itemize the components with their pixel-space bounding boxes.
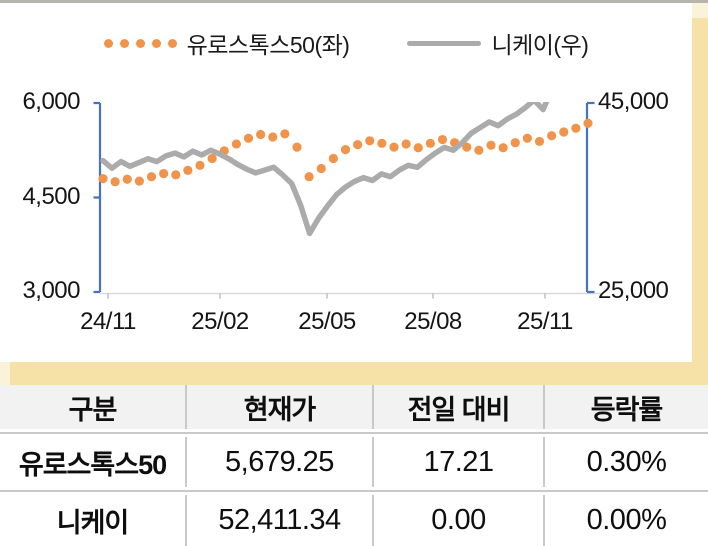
eurostoxx-series-dot	[280, 129, 290, 139]
eurostoxx-series-dot	[98, 174, 108, 184]
row-divider	[0, 432, 708, 434]
cream-corner	[0, 362, 10, 385]
nikkei-name: 니케이	[56, 508, 130, 538]
eurostoxx-series-dot	[534, 136, 545, 147]
chart-svg	[93, 101, 601, 299]
eurostoxx-series-dot	[110, 177, 120, 187]
nikkei-price: 52,411.34	[185, 495, 372, 546]
eurostoxx-series-dot	[522, 133, 532, 143]
eurostoxx-series-dot	[474, 145, 484, 155]
eurostoxx-series-dot	[377, 138, 387, 148]
row-divider	[0, 490, 708, 492]
eurostoxx-series-dot	[268, 132, 278, 142]
eurostoxx-series-dot	[231, 139, 241, 149]
eurostoxx-series-dot	[401, 139, 411, 149]
legend-label-eurostoxx: 유로스톡스50(좌)	[186, 32, 350, 58]
eurostoxx-series-dot	[583, 118, 593, 128]
x-axis-ticks	[107, 293, 546, 299]
eurostoxx-series-dot	[498, 143, 508, 153]
eurostoxx-series-dot	[437, 134, 448, 145]
eurostoxx-price: 5,679.25	[185, 437, 372, 487]
eurostoxx-series-dot	[559, 127, 569, 137]
nikkei-change: 0.00	[372, 495, 543, 546]
left-axis-tick-6000: 6,000	[22, 88, 80, 115]
nikkei-rate: 0.00%	[543, 495, 708, 546]
header-category: 구분	[68, 394, 118, 425]
eurostoxx-series-dot	[256, 129, 266, 140]
eurostoxx-series-dot	[304, 172, 314, 182]
nikkei-series-line	[100, 102, 550, 237]
eurostoxx-series-dot	[292, 142, 302, 152]
eurostoxx-series-dot	[510, 138, 520, 148]
header-current-price: 현재가	[185, 385, 372, 429]
eurostoxx-series-dot	[328, 153, 338, 164]
eurostoxx-series-dot	[425, 138, 435, 148]
eurostoxx-series-dot	[134, 176, 144, 186]
eurostoxx-series-dot	[486, 140, 496, 150]
eurostoxx-change: 17.21	[372, 437, 543, 487]
eurostoxx-series-dot	[365, 136, 375, 146]
legend-label-nikkei: 니케이(우)	[491, 32, 589, 58]
chart-panel: 유로스톡스50(좌) 니케이(우) 6,000 4,500 3,000 45,0…	[0, 3, 692, 362]
eurostoxx-series-dot	[122, 174, 132, 184]
right-axis-bracket	[585, 101, 595, 294]
eurostoxx-dotted-marker	[103, 38, 177, 48]
right-axis-tick-25000: 25,000	[598, 277, 669, 304]
eurostoxx-series-dot	[195, 160, 205, 170]
right-axis-tick-45000: 45,000	[598, 88, 669, 115]
chart-legend: 유로스톡스50(좌) 니케이(우)	[0, 27, 692, 59]
x-axis-label-2508: 25/08	[404, 308, 462, 335]
x-axis-label-2411: 24/11	[80, 308, 136, 335]
eurostoxx-series-dot	[413, 143, 423, 153]
eurostoxx-series-dot	[316, 163, 326, 174]
x-axis-label-2502: 25/02	[191, 308, 249, 335]
eurostoxx-series-dot	[389, 142, 399, 152]
legend-item-nikkei: 니케이(우)	[407, 26, 589, 60]
left-axis-tick-4500: 4,500	[22, 183, 80, 210]
eurostoxx-rate: 0.30%	[543, 437, 708, 487]
table-header-row: 구분 현재가 전일 대비 등락률	[0, 385, 708, 429]
eurostoxx-series-dot	[159, 168, 169, 179]
x-axis-label-2511: 25/11	[517, 308, 573, 335]
eurostoxx-series-dot	[207, 153, 217, 164]
eurostoxx-series-dot	[171, 170, 181, 180]
left-axis-bracket	[93, 101, 102, 294]
wheat-strip-top	[692, 3, 708, 18]
wheat-background-band	[10, 362, 708, 385]
legend-item-eurostoxx: 유로스톡스50(좌)	[103, 26, 350, 60]
nikkei-line-marker	[407, 40, 482, 46]
eurostoxx-name: 유로스톡스50	[18, 449, 167, 480]
top-border	[0, 0, 708, 3]
eurostoxx-series-dot	[183, 165, 193, 176]
eurostoxx-series-dot	[462, 142, 472, 152]
table-row-nikkei: 니케이 52,411.34 0.00 0.00%	[0, 495, 708, 546]
header-change-rate: 등락률	[543, 385, 708, 429]
eurostoxx-series-dot	[353, 139, 363, 150]
x-axis-label-2505: 25/05	[298, 308, 356, 335]
eurostoxx-series-dot	[243, 133, 254, 143]
eurostoxx-series-dot	[547, 131, 557, 141]
header-daily-change: 전일 대비	[372, 385, 543, 429]
left-axis-tick-3000: 3,000	[22, 277, 80, 304]
quote-table: 구분 현재가 전일 대비 등락률 유로스톡스50 5,679.25 17.21 …	[0, 385, 708, 546]
eurostoxx-series-dot	[340, 145, 351, 155]
table-row-eurostoxx: 유로스톡스50 5,679.25 17.21 0.30%	[0, 437, 708, 487]
eurostoxx-series-dot	[146, 172, 157, 182]
eurostoxx-series-dot	[571, 123, 581, 133]
wheat-background-strip	[692, 3, 708, 385]
